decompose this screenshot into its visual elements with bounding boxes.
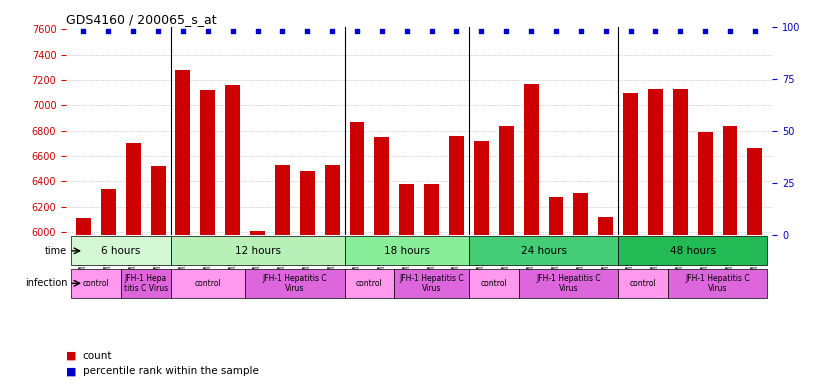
Bar	[101, 189, 116, 384]
Point	[624, 28, 637, 34]
Point	[500, 28, 513, 34]
FancyBboxPatch shape	[519, 269, 618, 298]
Text: ■: ■	[66, 351, 77, 361]
Point	[126, 28, 140, 34]
Text: control: control	[356, 279, 382, 288]
Bar	[250, 231, 265, 384]
Point	[202, 28, 215, 34]
Text: GDS4160 / 200065_s_at: GDS4160 / 200065_s_at	[66, 13, 216, 26]
Point	[226, 28, 240, 34]
Bar	[524, 84, 539, 384]
Text: JFH-1 Hepatitis C
Virus: JFH-1 Hepatitis C Virus	[536, 273, 601, 293]
Point	[699, 28, 712, 34]
Bar	[474, 141, 489, 384]
Text: control: control	[481, 279, 507, 288]
Point	[375, 28, 388, 34]
Point	[748, 28, 762, 34]
Bar	[201, 90, 216, 384]
Text: 12 hours: 12 hours	[235, 246, 281, 256]
Bar	[126, 143, 140, 384]
Point	[77, 28, 90, 34]
Bar	[275, 165, 290, 384]
FancyBboxPatch shape	[344, 236, 469, 265]
Bar	[623, 93, 638, 384]
Bar	[723, 126, 738, 384]
Bar	[225, 85, 240, 384]
Point	[301, 28, 314, 34]
Bar	[399, 184, 414, 384]
Bar	[349, 122, 364, 384]
Text: 6 hours: 6 hours	[101, 246, 140, 256]
Bar	[449, 136, 464, 384]
FancyBboxPatch shape	[618, 236, 767, 265]
Text: JFH-1 Hepatitis C
Virus: JFH-1 Hepatitis C Virus	[399, 273, 464, 293]
Point	[325, 28, 339, 34]
Text: time: time	[45, 246, 68, 256]
Bar	[175, 70, 191, 384]
Bar	[425, 184, 439, 384]
FancyBboxPatch shape	[469, 236, 618, 265]
Bar	[673, 89, 688, 384]
Bar	[300, 171, 315, 384]
Bar	[598, 217, 613, 384]
FancyBboxPatch shape	[121, 269, 170, 298]
Point	[425, 28, 439, 34]
Bar	[548, 197, 563, 384]
Text: JFH-1 Hepa
titis C Virus: JFH-1 Hepa titis C Virus	[124, 273, 168, 293]
Bar	[325, 165, 339, 384]
Bar	[76, 218, 91, 384]
FancyBboxPatch shape	[344, 269, 394, 298]
Bar	[374, 137, 389, 384]
Text: 18 hours: 18 hours	[384, 246, 430, 256]
Bar	[573, 193, 588, 384]
Point	[599, 28, 612, 34]
Point	[525, 28, 538, 34]
Text: control: control	[194, 279, 221, 288]
Point	[574, 28, 587, 34]
FancyBboxPatch shape	[170, 236, 344, 265]
Point	[674, 28, 687, 34]
FancyBboxPatch shape	[618, 269, 668, 298]
Point	[724, 28, 737, 34]
Text: count: count	[83, 351, 112, 361]
Text: JFH-1 Hepatitis C
Virus: JFH-1 Hepatitis C Virus	[686, 273, 750, 293]
Text: infection: infection	[25, 278, 68, 288]
Text: percentile rank within the sample: percentile rank within the sample	[83, 366, 259, 376]
Point	[251, 28, 264, 34]
Point	[649, 28, 662, 34]
Text: 24 hours: 24 hours	[520, 246, 567, 256]
FancyBboxPatch shape	[71, 236, 170, 265]
Bar	[499, 126, 514, 384]
FancyBboxPatch shape	[469, 269, 519, 298]
Point	[549, 28, 563, 34]
Point	[475, 28, 488, 34]
Text: control: control	[629, 279, 657, 288]
Point	[176, 28, 189, 34]
FancyBboxPatch shape	[71, 269, 121, 298]
Point	[151, 28, 164, 34]
FancyBboxPatch shape	[668, 269, 767, 298]
Bar	[648, 89, 663, 384]
Point	[450, 28, 463, 34]
FancyBboxPatch shape	[245, 269, 344, 298]
Text: control: control	[83, 279, 109, 288]
Text: JFH-1 Hepatitis C
Virus: JFH-1 Hepatitis C Virus	[263, 273, 327, 293]
Text: 48 hours: 48 hours	[670, 246, 716, 256]
Point	[276, 28, 289, 34]
Text: ■: ■	[66, 366, 77, 376]
FancyBboxPatch shape	[394, 269, 469, 298]
Point	[400, 28, 413, 34]
Bar	[150, 166, 165, 384]
Bar	[698, 132, 713, 384]
Bar	[748, 149, 762, 384]
Point	[102, 28, 115, 34]
Point	[350, 28, 363, 34]
FancyBboxPatch shape	[170, 269, 245, 298]
